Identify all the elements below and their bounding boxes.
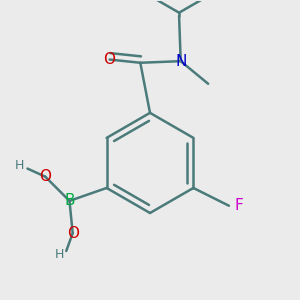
Text: H: H bbox=[55, 248, 64, 261]
Text: N: N bbox=[175, 54, 186, 69]
Text: O: O bbox=[67, 226, 79, 241]
Text: B: B bbox=[64, 194, 75, 208]
Text: H: H bbox=[15, 160, 24, 172]
Text: O: O bbox=[39, 169, 51, 184]
Text: O: O bbox=[103, 52, 116, 67]
Text: F: F bbox=[234, 198, 243, 213]
